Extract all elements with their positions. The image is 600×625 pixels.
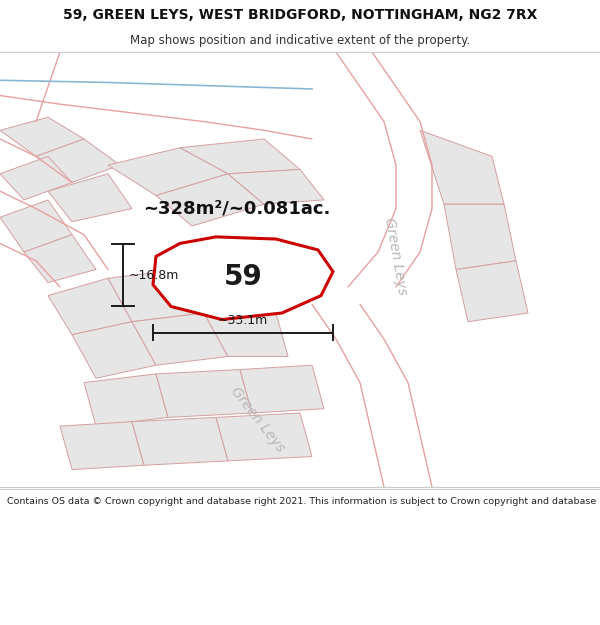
Text: Green Leys: Green Leys xyxy=(382,217,410,296)
Polygon shape xyxy=(420,130,504,204)
Polygon shape xyxy=(180,269,276,313)
Text: ~16.8m: ~16.8m xyxy=(129,269,179,282)
Polygon shape xyxy=(204,313,288,356)
Polygon shape xyxy=(0,156,72,200)
Polygon shape xyxy=(36,139,120,182)
Text: 59: 59 xyxy=(224,263,262,291)
Polygon shape xyxy=(228,169,324,204)
Polygon shape xyxy=(0,118,84,156)
Polygon shape xyxy=(240,365,324,413)
Polygon shape xyxy=(60,422,144,469)
Polygon shape xyxy=(108,148,228,196)
Polygon shape xyxy=(216,413,312,461)
Polygon shape xyxy=(156,174,264,226)
Polygon shape xyxy=(153,237,333,319)
Text: Map shows position and indicative extent of the property.: Map shows position and indicative extent… xyxy=(130,34,470,47)
Polygon shape xyxy=(132,313,228,365)
Polygon shape xyxy=(0,200,72,252)
Polygon shape xyxy=(456,261,528,322)
Polygon shape xyxy=(444,204,516,269)
Polygon shape xyxy=(48,278,132,335)
Polygon shape xyxy=(132,418,228,465)
Text: Green Leys: Green Leys xyxy=(229,384,287,455)
Polygon shape xyxy=(48,174,132,222)
Polygon shape xyxy=(72,322,156,378)
Polygon shape xyxy=(156,369,252,418)
Text: Contains OS data © Crown copyright and database right 2021. This information is : Contains OS data © Crown copyright and d… xyxy=(7,497,600,506)
Text: ~33.1m: ~33.1m xyxy=(218,314,268,327)
Polygon shape xyxy=(180,139,300,174)
Polygon shape xyxy=(24,235,96,282)
Text: ~328m²/~0.081ac.: ~328m²/~0.081ac. xyxy=(143,199,331,217)
Polygon shape xyxy=(84,374,168,426)
Text: 59, GREEN LEYS, WEST BRIDGFORD, NOTTINGHAM, NG2 7RX: 59, GREEN LEYS, WEST BRIDGFORD, NOTTINGH… xyxy=(63,8,537,21)
Polygon shape xyxy=(108,269,204,322)
